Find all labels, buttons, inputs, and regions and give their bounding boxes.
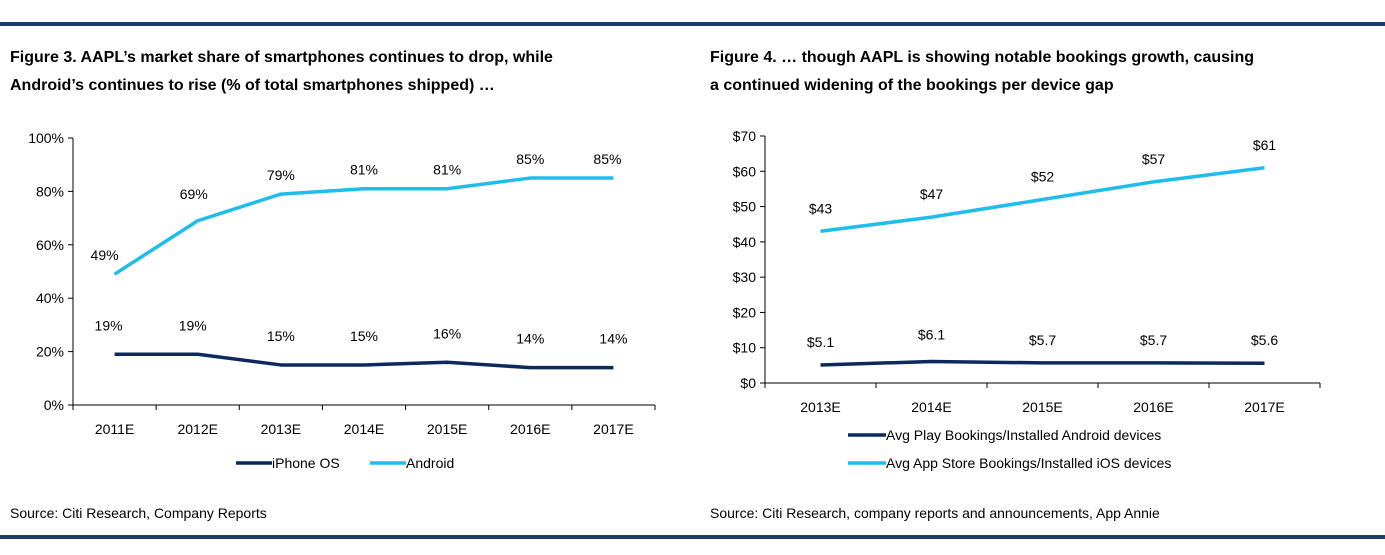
- figure-3-title: Figure 3. AAPL’s market share of smartph…: [10, 44, 680, 100]
- legend-label: Avg App Store Bookings/Installed iOS dev…: [886, 455, 1171, 471]
- data-label: 49%: [91, 247, 119, 263]
- series-line-iphone-os: [114, 352, 614, 370]
- y-tick-label: $10: [733, 340, 757, 356]
- series-line-avg-app-store-bookings-installed-ios-devices: [820, 166, 1265, 234]
- x-tick-label: 2016E: [1133, 399, 1173, 415]
- y-tick-label: $50: [733, 199, 757, 215]
- data-label: 16%: [433, 325, 461, 341]
- x-tick-label: 2012E: [177, 421, 217, 437]
- x-tick-label: 2014E: [911, 399, 951, 415]
- y-tick-label: $40: [733, 234, 757, 250]
- legend-label: Android: [406, 455, 454, 471]
- y-tick-label: 0%: [44, 397, 64, 413]
- data-label: $5.7: [1029, 332, 1056, 348]
- figure-3-title-line-1: Figure 3. AAPL’s market share of smartph…: [10, 49, 553, 66]
- x-tick-label: 2016E: [510, 421, 550, 437]
- data-label: 81%: [433, 162, 461, 178]
- figure-3-chart: 0% 20% 40% 60% 80% 100% 2011E 2012E 2013E 2014E 20…: [28, 130, 656, 471]
- x-tick-label: 2017E: [593, 421, 633, 437]
- y-tick-label: $60: [733, 163, 757, 179]
- x-tick-label: 2014E: [344, 421, 384, 437]
- data-label: 85%: [516, 151, 544, 167]
- y-tick-label: 80%: [36, 183, 64, 199]
- y-tick-label: 40%: [36, 290, 64, 306]
- data-label: 85%: [593, 151, 621, 167]
- legend-label: Avg Play Bookings/Installed Android devi…: [886, 427, 1161, 443]
- data-label: 15%: [267, 328, 295, 344]
- data-label: $57: [1142, 151, 1166, 167]
- y-tick-label: $70: [733, 128, 757, 144]
- data-label: $52: [1031, 169, 1055, 185]
- y-tick-label: $30: [733, 269, 757, 285]
- data-label: $6.1: [918, 326, 945, 342]
- data-label: $61: [1253, 137, 1277, 153]
- figure-4-chart: $0 $10 $20 $30 $40 $50 $60 $70 2013E 2014E 2015E 20…: [733, 128, 1321, 471]
- legend-label: iPhone OS: [272, 455, 340, 471]
- figure-4-title: Figure 4. … though AAPL is showing notab…: [710, 44, 1385, 100]
- data-label: 79%: [267, 167, 295, 183]
- x-tick-label: 2017E: [1244, 399, 1284, 415]
- y-tick-label: $0: [740, 375, 756, 391]
- data-label: $5.6: [1251, 332, 1278, 348]
- figure-4-title-line-2: a continued widening of the bookings per…: [710, 77, 1114, 94]
- data-label: 69%: [180, 186, 208, 202]
- x-tick-label: 2013E: [800, 399, 840, 415]
- data-label: $43: [809, 200, 833, 216]
- data-label: 14%: [516, 331, 544, 347]
- x-tick-label: 2015E: [1022, 399, 1062, 415]
- series-line-avg-play-bookings-installed-android-devices: [820, 359, 1265, 367]
- y-tick-label: 100%: [28, 130, 64, 146]
- figure-3-source: Source: Citi Research, Company Reports: [10, 505, 267, 521]
- data-label: 14%: [599, 331, 627, 347]
- data-label: 15%: [350, 328, 378, 344]
- data-label: $5.1: [807, 334, 834, 350]
- top-rule: [0, 22, 1385, 26]
- figure-4-panel: Figure 4. … though AAPL is showing notab…: [700, 0, 1385, 555]
- data-label: 81%: [350, 162, 378, 178]
- bottom-rule: [0, 535, 1385, 539]
- figure-4-source: Source: Citi Research, company reports a…: [710, 505, 1160, 521]
- y-tick-label: 60%: [36, 237, 64, 253]
- data-label: $47: [920, 186, 944, 202]
- figure-3-panel: Figure 3. AAPL’s market share of smartph…: [0, 0, 680, 555]
- y-tick-label: 20%: [36, 344, 64, 360]
- figure-4-title-line-1: Figure 4. … though AAPL is showing notab…: [710, 49, 1255, 66]
- figure-3-title-line-2: Android’s continues to rise (% of total …: [10, 77, 495, 94]
- data-label: 19%: [95, 317, 123, 333]
- y-tick-label: $20: [733, 304, 757, 320]
- data-label: 19%: [179, 317, 207, 333]
- x-tick-label: 2015E: [427, 421, 467, 437]
- x-tick-label: 2013E: [261, 421, 301, 437]
- data-label: $5.7: [1140, 332, 1167, 348]
- series-line-android: [113, 176, 614, 276]
- x-tick-label: 2011E: [95, 421, 134, 437]
